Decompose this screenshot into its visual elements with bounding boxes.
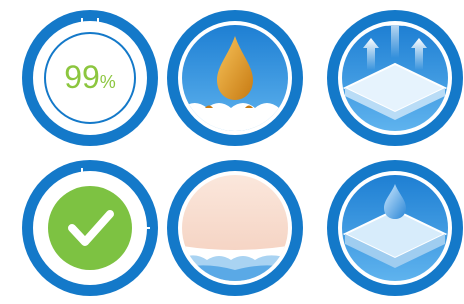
percent-unit: % [100, 72, 116, 92]
icon-percent: 99% [22, 10, 158, 146]
icon-skin [167, 160, 303, 296]
inner [182, 25, 288, 131]
icon-check [22, 160, 158, 296]
inner [342, 175, 448, 281]
check-circle [48, 186, 132, 270]
percent-number: 99 [64, 59, 100, 95]
icon-grid: 99% [0, 0, 464, 304]
inner [182, 175, 288, 281]
icon-breathable [327, 10, 463, 146]
icon-pad [327, 160, 463, 296]
icon-oil-drop [167, 10, 303, 146]
